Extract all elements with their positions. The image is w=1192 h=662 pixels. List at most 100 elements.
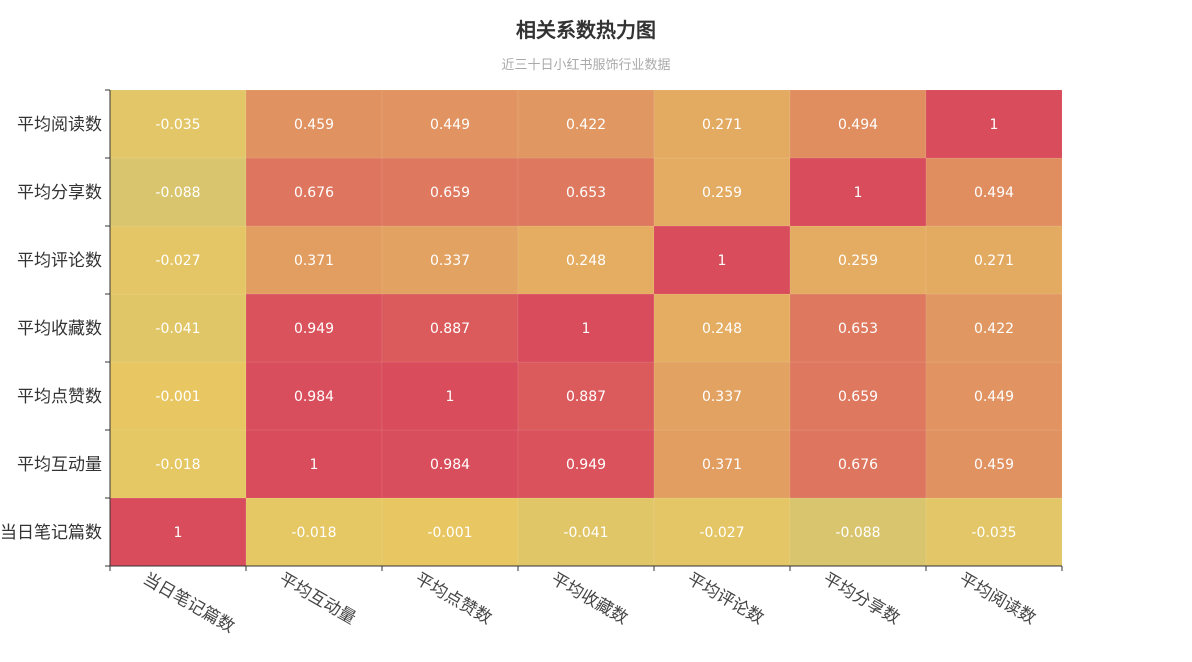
heatmap-cell — [653, 293, 791, 363]
heatmap-cell — [789, 361, 927, 431]
heatmap-cell-value: 0.949 — [294, 321, 334, 337]
chart-title: 相关系数热力图 — [516, 18, 656, 42]
heatmap-cell-value: 0.494 — [974, 185, 1014, 201]
heatmap-cell-value: -0.018 — [291, 525, 336, 541]
heatmap-cell — [109, 361, 247, 431]
heatmap-cell-value: 0.271 — [974, 253, 1014, 269]
heatmap-cell — [925, 361, 1063, 431]
heatmap-cell-value: 1 — [990, 117, 999, 133]
heatmap-cell — [517, 361, 655, 431]
heatmap-cell-value: 0.271 — [702, 117, 742, 133]
heatmap-cell-value: -0.018 — [155, 457, 200, 473]
heatmap-cell-value: 0.422 — [974, 321, 1014, 337]
heatmap-cell — [381, 293, 519, 363]
heatmap-cell — [381, 89, 519, 159]
heatmap-cell — [381, 497, 519, 567]
heatmap-cell-value: 0.984 — [430, 457, 470, 473]
heatmap-cell-labels: 1 -0.018 -0.001 -0.041 -0.027 -0.088 -0.035 -0.… — [155, 117, 1016, 541]
heatmap-cell-value: 1 — [446, 389, 455, 405]
heatmap-cell-value: 0.494 — [838, 117, 878, 133]
heatmap-cell-value: -0.088 — [155, 185, 200, 201]
heatmap-cell — [245, 89, 383, 159]
heatmap-cell-value: -0.001 — [155, 389, 200, 405]
heatmap-cell-value: -0.041 — [563, 525, 608, 541]
heatmap-cell-value: 0.653 — [566, 185, 606, 201]
heatmap-cell — [245, 293, 383, 363]
heatmap-cell — [925, 429, 1063, 499]
heatmap-cell-value: 0.984 — [294, 389, 334, 405]
heatmap-cell — [109, 497, 247, 567]
heatmap-cell — [381, 157, 519, 227]
heatmap-cell — [517, 429, 655, 499]
heatmap-cell — [245, 429, 383, 499]
heatmap-cell-value: 0.949 — [566, 457, 606, 473]
heatmap-cell — [517, 293, 655, 363]
x-tick-label: 平均阅读数 — [956, 569, 1040, 629]
heatmap-cell — [653, 225, 791, 295]
heatmap-cell — [925, 225, 1063, 295]
y-tick-label: 平均点赞数 — [17, 387, 102, 407]
heatmap-cell-value: 0.653 — [838, 321, 878, 337]
heatmap-cell-value: 0.449 — [974, 389, 1014, 405]
heatmap-cell — [381, 429, 519, 499]
heatmap-cell — [789, 225, 927, 295]
heatmap-cell-value: 0.337 — [430, 253, 470, 269]
heatmap-cell — [109, 89, 247, 159]
heatmap-cell — [109, 157, 247, 227]
heatmap-cell — [245, 225, 383, 295]
heatmap-cell-value: -0.001 — [427, 525, 472, 541]
heatmap-cell-value: -0.035 — [155, 117, 200, 133]
heatmap-cell-value: 0.371 — [294, 253, 334, 269]
heatmap-cell — [653, 429, 791, 499]
y-tick-label: 平均评论数 — [17, 251, 102, 271]
heatmap-cell — [789, 293, 927, 363]
heatmap-cell — [789, 89, 927, 159]
x-tick-label: 平均分享数 — [820, 569, 904, 629]
heatmap-cell-value: 0.371 — [702, 457, 742, 473]
heatmap-cell-value: 0.259 — [838, 253, 878, 269]
heatmap-cell-value: 1 — [174, 525, 183, 541]
chart-subtitle: 近三十日小红书服饰行业数据 — [501, 58, 671, 73]
x-tick-label: 平均评论数 — [684, 569, 768, 629]
heatmap-cell-value: 0.887 — [566, 389, 606, 405]
heatmap-cell-value: 0.259 — [702, 185, 742, 201]
heatmap-cells — [109, 89, 1063, 567]
heatmap-cell — [925, 157, 1063, 227]
heatmap-cell-value: 0.337 — [702, 389, 742, 405]
y-tick-label: 当日笔记篇数 — [0, 523, 102, 543]
x-tick-label: 平均互动量 — [276, 569, 360, 629]
heatmap-cell-value: 0.248 — [566, 253, 606, 269]
y-tick-label: 平均收藏数 — [17, 319, 102, 339]
y-tick-label: 平均阅读数 — [17, 115, 102, 135]
heatmap-cell-value: -0.041 — [155, 321, 200, 337]
heatmap-cell — [517, 225, 655, 295]
heatmap-cell-value: 0.248 — [702, 321, 742, 337]
heatmap-cell-value: 0.887 — [430, 321, 470, 337]
y-tick-label: 平均分享数 — [17, 183, 102, 203]
y-tick-label: 平均互动量 — [17, 455, 102, 475]
heatmap-cell — [653, 361, 791, 431]
heatmap-cell-value: 0.659 — [838, 389, 878, 405]
heatmap-cell-value: 1 — [582, 321, 591, 337]
heatmap-cell-value: 1 — [310, 457, 319, 473]
heatmap-cell-value: 0.422 — [566, 117, 606, 133]
heatmap-cell-value: -0.027 — [699, 525, 744, 541]
heatmap-cell-value: 0.459 — [974, 457, 1014, 473]
heatmap-cell-value: -0.088 — [835, 525, 880, 541]
heatmap-cell — [517, 89, 655, 159]
heatmap-cell — [789, 157, 927, 227]
x-tick-label: 当日笔记篇数 — [140, 569, 238, 637]
heatmap-cell — [925, 89, 1063, 159]
heatmap-cell-value: 0.449 — [430, 117, 470, 133]
heatmap-cell-value: 1 — [718, 253, 727, 269]
heatmap-cell-value: 0.459 — [294, 117, 334, 133]
heatmap-cell — [653, 89, 791, 159]
heatmap-cell-value: -0.035 — [971, 525, 1016, 541]
heatmap-cell — [245, 157, 383, 227]
heatmap-cell — [925, 293, 1063, 363]
heatmap-cell — [925, 497, 1063, 567]
x-tick-label: 平均点赞数 — [412, 569, 496, 629]
heatmap-cell — [245, 361, 383, 431]
heatmap-cell-value: -0.027 — [155, 253, 200, 269]
